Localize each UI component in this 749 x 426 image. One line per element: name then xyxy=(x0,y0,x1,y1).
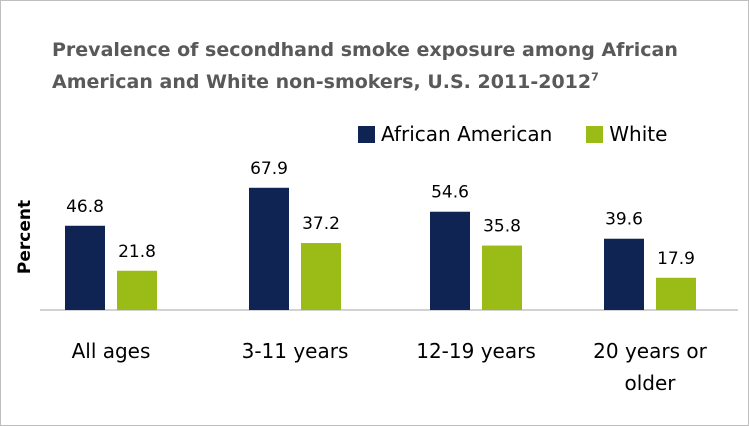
bar-african-american-3 xyxy=(604,238,644,310)
bar-white-0 xyxy=(117,270,157,310)
data-label-white-1: 37.2 xyxy=(302,214,340,234)
title-footnote-marker: 7 xyxy=(591,70,599,84)
data-label-white-0: 21.8 xyxy=(118,242,156,262)
data-label-african-american-3: 39.6 xyxy=(605,210,643,230)
x-tick-label-1: 3-11 years xyxy=(242,339,349,363)
data-label-african-american-2: 54.6 xyxy=(431,183,469,203)
x-tick-label-0: All ages xyxy=(72,339,151,363)
legend-item-white: White xyxy=(586,122,667,146)
x-tick-label-3-line-1: older xyxy=(624,371,676,395)
data-label-african-american-1: 67.9 xyxy=(250,159,288,179)
x-tick-label-2: 12-19 years xyxy=(416,339,536,363)
data-label-white-3: 17.9 xyxy=(657,249,695,269)
legend-label-white: White xyxy=(609,122,668,146)
legend-label-african-american: African American xyxy=(381,122,553,146)
legend-swatch-african-american xyxy=(358,125,375,143)
legend: African American White xyxy=(358,122,701,146)
bar-white-3 xyxy=(656,277,696,310)
data-label-white-2: 35.8 xyxy=(483,217,521,237)
data-label-african-american-0: 46.8 xyxy=(66,197,104,217)
bar-white-2 xyxy=(482,245,522,310)
bar-african-american-2 xyxy=(430,211,470,310)
chart-title: Prevalence of secondhand smoke exposure … xyxy=(52,34,732,98)
bar-white-1 xyxy=(301,243,341,310)
legend-item-african-american: African American xyxy=(358,122,552,146)
x-tick-label-3-line-0: 20 years or xyxy=(593,339,707,363)
chart-title-text: Prevalence of secondhand smoke exposure … xyxy=(52,39,678,93)
legend-swatch-white xyxy=(586,125,604,143)
bar-african-american-0 xyxy=(65,225,105,310)
bar-african-american-1 xyxy=(249,187,289,310)
